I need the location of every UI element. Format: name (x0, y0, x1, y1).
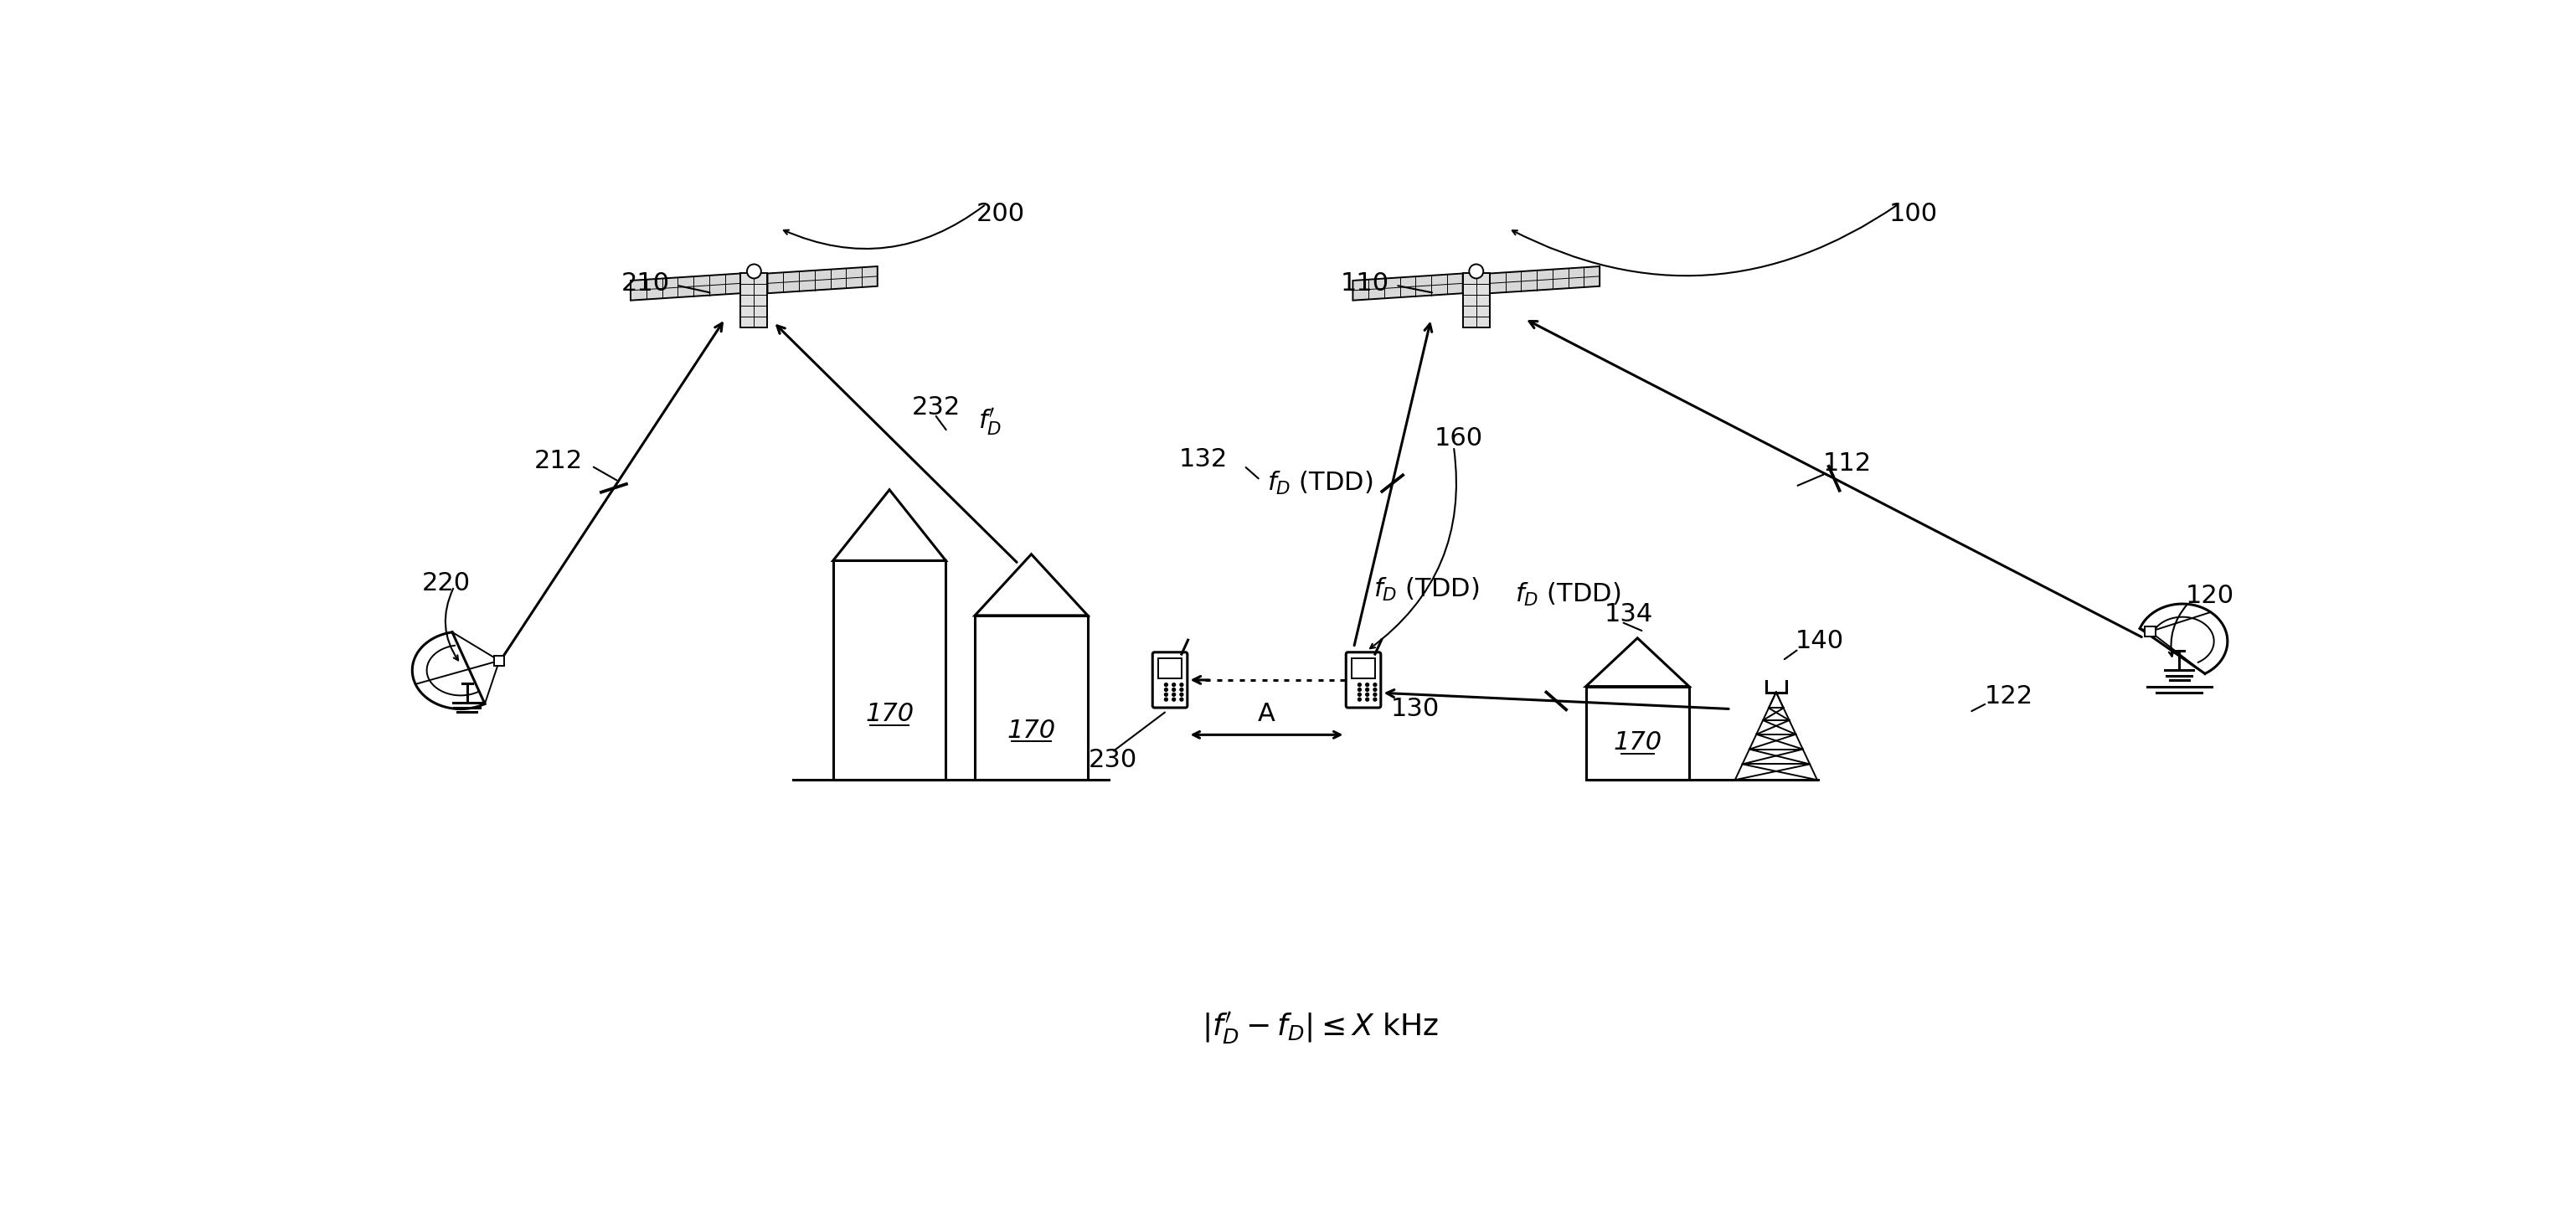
Circle shape (1180, 698, 1182, 701)
Text: 120: 120 (2184, 584, 2233, 608)
Bar (832, 561, 945, 780)
FancyBboxPatch shape (1151, 652, 1188, 708)
Circle shape (1172, 689, 1175, 691)
Circle shape (1358, 689, 1360, 691)
Circle shape (1172, 683, 1175, 686)
Circle shape (1172, 693, 1175, 696)
Bar (739, 274, 768, 327)
Text: 212: 212 (533, 449, 582, 473)
Circle shape (1358, 693, 1360, 696)
Circle shape (1358, 683, 1360, 686)
Circle shape (1180, 693, 1182, 696)
Circle shape (747, 264, 760, 279)
Text: 100: 100 (1888, 201, 1937, 226)
Circle shape (1365, 689, 1368, 691)
Circle shape (1365, 683, 1368, 686)
Bar (495, 655, 505, 666)
Text: 160: 160 (1435, 426, 1484, 450)
Circle shape (1373, 698, 1376, 701)
Polygon shape (1489, 267, 1600, 293)
Circle shape (1365, 698, 1368, 701)
Bar (1352, 658, 1376, 679)
Text: 170: 170 (1007, 719, 1056, 743)
Circle shape (1373, 693, 1376, 696)
Text: $f_D$ (TDD): $f_D$ (TDD) (1267, 470, 1373, 497)
Circle shape (1172, 698, 1175, 701)
Text: 122: 122 (1984, 684, 2032, 708)
Circle shape (1468, 264, 1484, 279)
Text: $f_D'$: $f_D'$ (979, 406, 1002, 438)
Bar (1587, 686, 1690, 780)
Text: 110: 110 (1340, 271, 1388, 295)
Text: 230: 230 (1087, 748, 1136, 772)
Text: 130: 130 (1391, 697, 1440, 721)
Circle shape (1164, 698, 1167, 701)
FancyBboxPatch shape (1347, 652, 1381, 708)
Text: 140: 140 (1795, 630, 1844, 654)
Text: $|f_D' - f_D| \leq X$ kHz: $|f_D' - f_D| \leq X$ kHz (1200, 1011, 1440, 1046)
Text: A: A (1257, 702, 1275, 726)
Text: $f_D$ (TDD): $f_D$ (TDD) (1373, 576, 1479, 603)
Text: 200: 200 (976, 201, 1025, 226)
Bar (974, 615, 1087, 780)
Circle shape (1164, 693, 1167, 696)
Circle shape (1164, 683, 1167, 686)
Circle shape (1164, 689, 1167, 691)
Text: $f_D$ (TDD): $f_D$ (TDD) (1515, 581, 1620, 608)
Text: 170: 170 (1613, 731, 1662, 755)
Polygon shape (1352, 274, 1463, 300)
Circle shape (1373, 683, 1376, 686)
Bar (2146, 626, 2156, 637)
Circle shape (1358, 698, 1360, 701)
Text: 210: 210 (621, 271, 670, 295)
Circle shape (1373, 689, 1376, 691)
Text: 134: 134 (1605, 602, 1654, 626)
Text: 132: 132 (1180, 447, 1229, 472)
Text: 232: 232 (912, 396, 961, 420)
Text: 170: 170 (866, 702, 914, 726)
Bar (1159, 658, 1182, 679)
Circle shape (1365, 693, 1368, 696)
Polygon shape (631, 274, 739, 300)
Circle shape (1180, 683, 1182, 686)
Text: 112: 112 (1824, 452, 1873, 476)
Text: 220: 220 (422, 572, 471, 596)
Polygon shape (768, 267, 878, 293)
Circle shape (1180, 689, 1182, 691)
Bar (1463, 274, 1489, 327)
